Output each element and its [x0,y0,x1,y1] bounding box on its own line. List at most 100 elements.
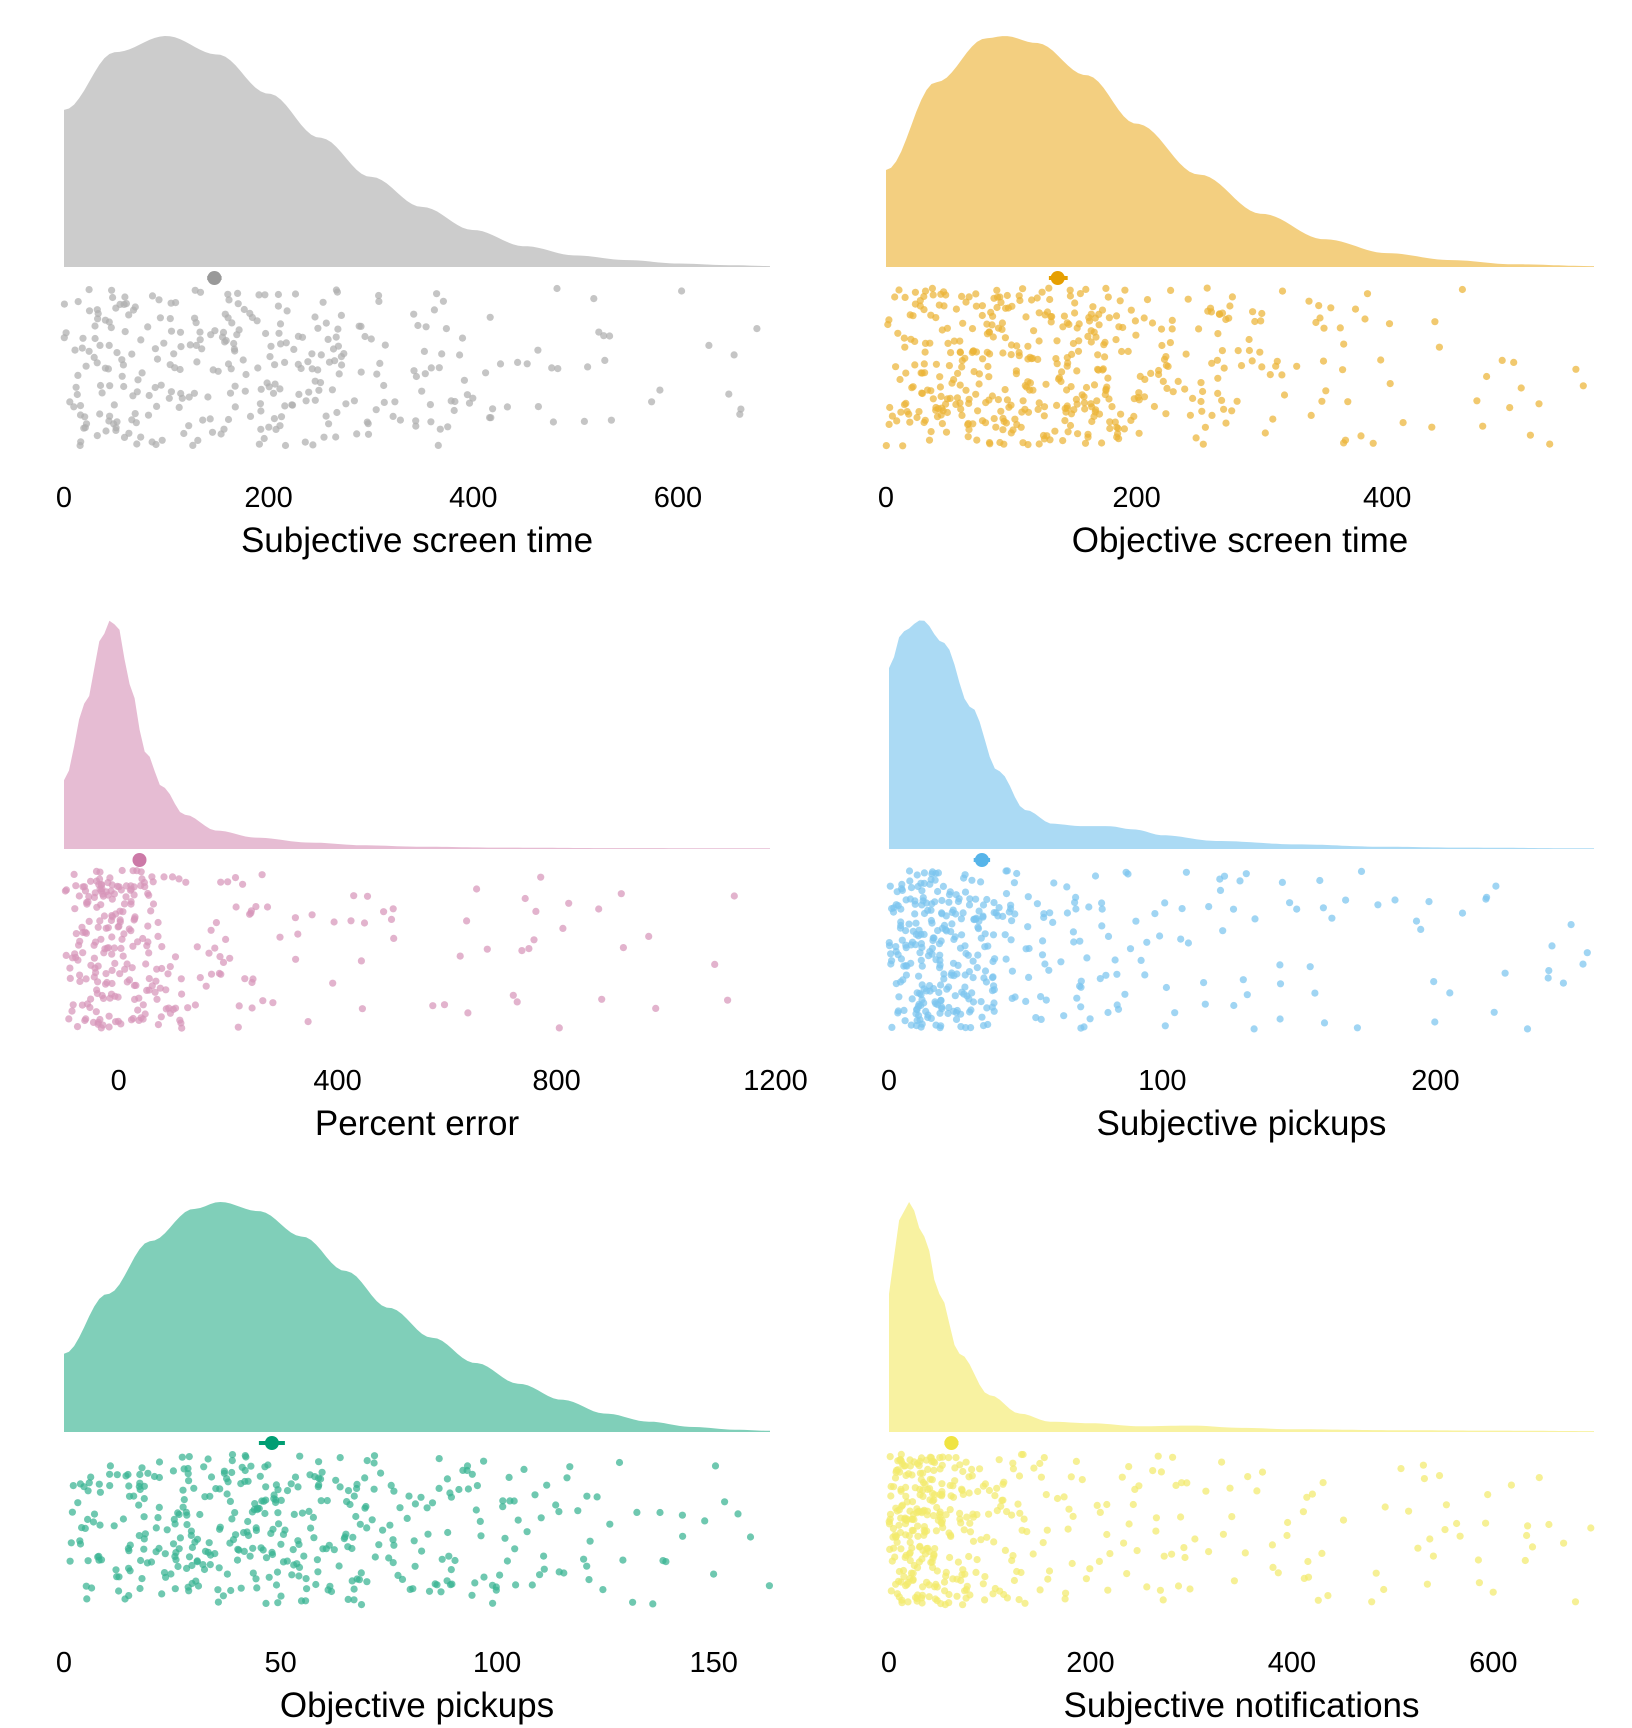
data-point [152,440,160,449]
data-point [962,1458,970,1466]
data-point [167,388,175,396]
data-point [957,915,966,923]
data-point [899,442,907,450]
data-point [1071,309,1079,317]
data-point [103,978,111,987]
data-point [216,953,224,961]
data-point [887,1587,895,1595]
data-point [1229,905,1238,913]
data-point [82,1582,90,1590]
data-point [937,981,945,989]
data-point [418,387,426,395]
data-point [115,1573,123,1581]
data-point [420,347,428,355]
data-point [72,930,80,938]
data-point [1046,909,1054,917]
data-point [182,1508,190,1516]
data-point [499,1503,507,1511]
data-point [298,333,307,341]
data-point [85,307,94,315]
data-point [953,394,962,402]
data-point [94,923,102,931]
data-point [1316,314,1324,322]
data-point [150,1472,159,1481]
data-point [554,365,562,373]
data-point [85,917,93,926]
data-point [427,364,435,372]
data-point [1278,287,1287,295]
data-point [79,883,87,891]
data-point [322,412,330,420]
data-point [165,394,173,402]
data-point [155,296,163,304]
data-point [932,1000,940,1008]
data-point [961,354,969,362]
data-point [145,891,153,899]
data-point [1072,1457,1080,1465]
data-point [897,1545,905,1553]
data-point [1007,351,1015,359]
data-point [918,1591,927,1599]
data-point [430,306,438,314]
data-point [1116,297,1124,305]
data-point [253,317,261,325]
data-point [1351,305,1360,313]
data-point [106,874,114,882]
data-point [1528,1543,1537,1551]
data-point [94,1018,102,1026]
data-point [162,986,170,994]
data-point [196,974,204,982]
data-point [112,426,120,434]
data-point [1523,1531,1531,1540]
data-point [265,423,273,431]
data-point [1074,430,1082,438]
data-point [995,1456,1003,1464]
data-point [956,337,964,345]
data-point [398,1575,407,1583]
data-point [445,1552,453,1560]
x-tick-label: 0 [881,1065,897,1097]
data-point [176,1534,184,1542]
data-point [295,1572,303,1580]
data-point [906,877,914,885]
data-point [262,1483,270,1491]
x-tick-label: 100 [473,1647,521,1679]
data-point [145,391,153,400]
data-point [1084,430,1092,438]
data-point [942,912,950,920]
data-point [981,930,989,938]
data-point [1507,1481,1515,1489]
data-point [962,386,970,394]
data-point [135,1501,143,1509]
data-point [129,392,137,400]
data-point [68,1508,76,1516]
data-point [1130,412,1138,420]
data-point [104,891,112,899]
data-point [944,1009,952,1018]
data-point [1248,357,1256,365]
data-point [330,918,338,926]
data-point [900,1573,908,1581]
data-point [193,358,201,366]
data-point [565,899,573,907]
data-point [1220,364,1228,372]
data-point [451,1556,459,1565]
data-point [144,411,153,419]
x-tick-label: 200 [1411,1065,1459,1097]
data-point [1324,1592,1332,1600]
data-point [153,995,161,1003]
data-point [130,891,138,899]
data-point [976,1465,984,1473]
data-point [325,358,334,366]
data-point [418,1547,426,1555]
data-point [949,906,957,914]
data-point [1191,1535,1199,1543]
data-point [888,957,896,965]
data-point [965,995,973,1003]
data-point [1053,401,1061,409]
data-point [1201,423,1209,431]
data-point [975,907,983,915]
data-point [900,1006,908,1015]
data-point [1420,1475,1428,1483]
data-point [1567,921,1575,929]
